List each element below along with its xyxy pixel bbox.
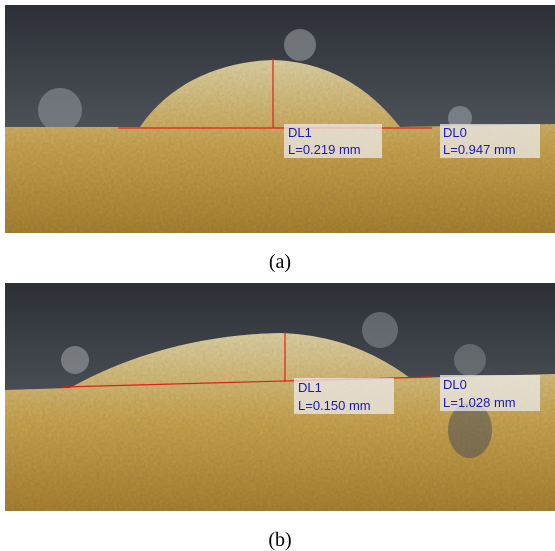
annotation-measure: L=0.219 mm	[288, 142, 361, 157]
annotation-name: DL1	[288, 125, 312, 140]
figure: DL1 L=0.219 mm DL0 L=0.947 mm (a) DL1 L=…	[0, 0, 555, 551]
annotation-name: DL0	[443, 125, 467, 140]
annotation-name: DL1	[298, 380, 322, 395]
annotation-measure: L=1.028 mm	[443, 395, 516, 410]
annotation-measure: L=0.150 mm	[298, 398, 371, 413]
annotation-measure: L=0.947 mm	[443, 142, 516, 157]
panel-label: (b)	[268, 529, 291, 551]
photo-a	[5, 5, 555, 233]
annotation-name: DL0	[443, 377, 467, 392]
panel-label: (a)	[269, 251, 291, 273]
